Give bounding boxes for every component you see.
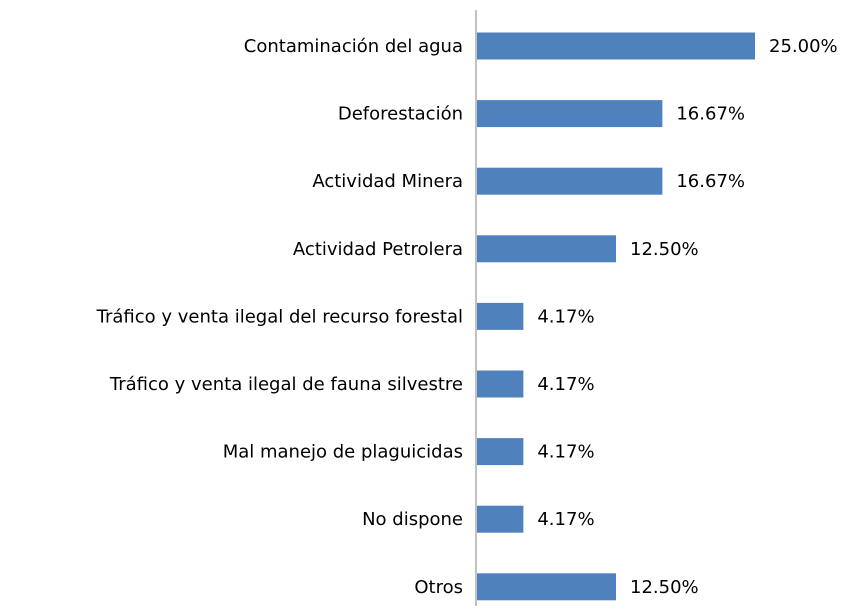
category-label: Contaminación del agua xyxy=(244,36,463,57)
category-label: Tráfico y venta ilegal de fauna silvestr… xyxy=(109,374,463,395)
bar xyxy=(477,302,524,330)
value-label: 4.17% xyxy=(537,306,594,327)
category-label: Actividad Petrolera xyxy=(293,239,463,260)
bar xyxy=(477,370,524,398)
bar xyxy=(477,505,524,533)
value-label: 4.17% xyxy=(537,442,594,463)
bar xyxy=(477,235,616,263)
value-label: 25.00% xyxy=(769,36,838,57)
value-label: 16.67% xyxy=(676,104,745,125)
value-label: 4.17% xyxy=(537,509,594,530)
bar xyxy=(477,438,524,466)
bar xyxy=(477,167,663,195)
category-label: Actividad Minera xyxy=(312,171,463,192)
category-label: No dispone xyxy=(362,509,463,530)
category-label: Tráfico y venta ilegal del recurso fores… xyxy=(96,306,463,327)
value-label: 16.67% xyxy=(676,171,745,192)
category-label: Otros xyxy=(414,577,463,598)
value-label: 12.50% xyxy=(630,239,699,260)
category-label: Mal manejo de plaguicidas xyxy=(223,442,463,463)
value-label: 4.17% xyxy=(537,374,594,395)
bar xyxy=(477,100,663,128)
category-label: Deforestación xyxy=(338,104,463,125)
bar xyxy=(477,32,755,60)
value-label: 12.50% xyxy=(630,577,699,598)
bar xyxy=(477,573,616,601)
